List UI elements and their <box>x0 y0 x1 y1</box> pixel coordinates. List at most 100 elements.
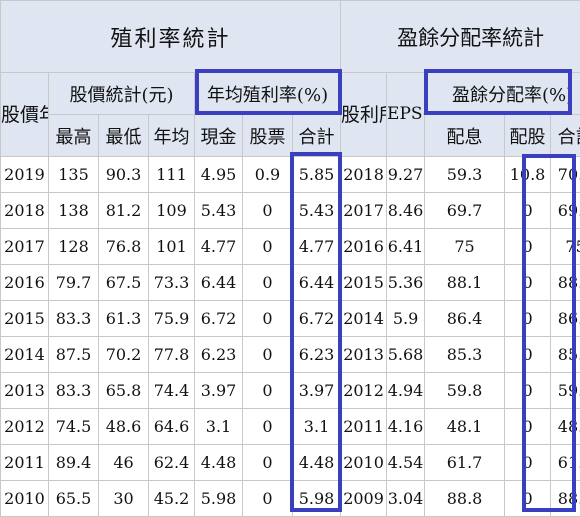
avg-price-cell: 62.4 <box>149 445 195 481</box>
stock-year-cell: 2017 <box>1 229 49 265</box>
avg-price-cell: 75.9 <box>149 301 195 337</box>
cash-payout-cell: 59.3 <box>425 157 505 193</box>
high-price-cell: 65.5 <box>49 481 99 517</box>
dividend-period-cell: 2014 <box>341 301 387 337</box>
cash-payout-cell: 61.7 <box>425 445 505 481</box>
avg-price-cell: 109 <box>149 193 195 229</box>
cash-payout-cell: 88.8 <box>425 481 505 517</box>
low-price-cell: 61.3 <box>99 301 149 337</box>
low-price-cell: 65.8 <box>99 373 149 409</box>
high-price-cell: 83.3 <box>49 373 99 409</box>
eps-cell: 5.9 <box>387 301 425 337</box>
low-price-cell: 46 <box>99 445 149 481</box>
yield-total-cell: 5.85 <box>293 157 341 193</box>
stock-dividend-cell: 0 <box>243 229 293 265</box>
eps-cell: 5.68 <box>387 337 425 373</box>
eps-cell: 8.46 <box>387 193 425 229</box>
eps-cell: 3.04 <box>387 481 425 517</box>
cash-dividend-cell: 6.72 <box>195 301 243 337</box>
yield-total-cell: 3.1 <box>293 409 341 445</box>
dividend-period-cell: 2009 <box>341 481 387 517</box>
cash-payout-cell: 86.4 <box>425 301 505 337</box>
cash-dividend-cell: 4.48 <box>195 445 243 481</box>
payout-total-cell: 86.4 <box>551 301 580 337</box>
payout-section-title: 盈餘分配率統計 <box>341 1 580 73</box>
payout-total-cell: 59.8 <box>551 373 580 409</box>
high-price-cell: 138 <box>49 193 99 229</box>
payout-total-cell: 69.7 <box>551 193 580 229</box>
cash-dividend-cell: 6.23 <box>195 337 243 373</box>
stock-year-cell: 2016 <box>1 265 49 301</box>
dividend-period-cell: 2013 <box>341 337 387 373</box>
avg-price-cell: 73.3 <box>149 265 195 301</box>
payout-total-cell: 61.7 <box>551 445 580 481</box>
col-header-yield-total: 合計 <box>293 115 341 157</box>
dividend-period-cell: 2018 <box>341 157 387 193</box>
col-header-low: 最低 <box>99 115 149 157</box>
cash-dividend-cell: 3.97 <box>195 373 243 409</box>
stock-dividend-cell: 0 <box>243 337 293 373</box>
eps-cell: 9.27 <box>387 157 425 193</box>
payout-total-cell: 88.8 <box>551 481 580 517</box>
yield-total-cell: 5.43 <box>293 193 341 229</box>
payout-total-cell: 88.1 <box>551 265 580 301</box>
yield-total-cell: 4.77 <box>293 229 341 265</box>
avg-price-cell: 74.4 <box>149 373 195 409</box>
cash-dividend-cell: 4.77 <box>195 229 243 265</box>
stock-year-cell: 2010 <box>1 481 49 517</box>
yield-total-cell: 5.98 <box>293 481 341 517</box>
table-row: 201583.361.375.96.7206.7220145.986.4086.… <box>1 301 580 337</box>
high-price-cell: 74.5 <box>49 409 99 445</box>
stock-dividend-cell: 0.9 <box>243 157 293 193</box>
dividend-period-cell: 2011 <box>341 409 387 445</box>
avg-yield-group-header: 年均殖利率(%) <box>195 73 341 115</box>
col-header-stock-payout: 配股 <box>505 115 551 157</box>
low-price-cell: 48.6 <box>99 409 149 445</box>
stock-year-cell: 2011 <box>1 445 49 481</box>
price-stats-group-header: 股價統計(元) <box>49 73 195 115</box>
cash-dividend-cell: 3.1 <box>195 409 243 445</box>
high-price-cell: 135 <box>49 157 99 193</box>
avg-price-cell: 111 <box>149 157 195 193</box>
stock-payout-cell: 0 <box>505 193 551 229</box>
high-price-cell: 128 <box>49 229 99 265</box>
low-price-cell: 76.8 <box>99 229 149 265</box>
stock-dividend-cell: 0 <box>243 409 293 445</box>
col-header-avg: 年均 <box>149 115 195 157</box>
eps-cell: 4.16 <box>387 409 425 445</box>
eps-cell: 4.54 <box>387 445 425 481</box>
eps-cell: 5.36 <box>387 265 425 301</box>
payout-total-cell: 85.3 <box>551 337 580 373</box>
stock-dividend-cell: 0 <box>243 265 293 301</box>
stock-payout-cell: 0 <box>505 373 551 409</box>
yield-total-cell: 3.97 <box>293 373 341 409</box>
low-price-cell: 70.2 <box>99 337 149 373</box>
eps-cell: 6.41 <box>387 229 425 265</box>
eps-header: EPS(元) <box>387 73 425 157</box>
payout-total-cell: 70.1 <box>551 157 580 193</box>
high-price-cell: 83.3 <box>49 301 99 337</box>
dividend-period-cell: 2010 <box>341 445 387 481</box>
cash-payout-cell: 48.1 <box>425 409 505 445</box>
cash-payout-cell: 59.8 <box>425 373 505 409</box>
cash-payout-cell: 75 <box>425 229 505 265</box>
avg-price-cell: 101 <box>149 229 195 265</box>
col-header-payout-total: 合計 <box>551 115 580 157</box>
stock-dividend-cell: 0 <box>243 445 293 481</box>
low-price-cell: 30 <box>99 481 149 517</box>
cash-dividend-cell: 6.44 <box>195 265 243 301</box>
dividend-period-cell: 2016 <box>341 229 387 265</box>
stock-year-cell: 2018 <box>1 193 49 229</box>
col-header-high: 最高 <box>49 115 99 157</box>
low-price-cell: 90.3 <box>99 157 149 193</box>
col-header-stock: 股票 <box>243 115 293 157</box>
high-price-cell: 87.5 <box>49 337 99 373</box>
stock-year-cell: 2019 <box>1 157 49 193</box>
stock-payout-cell: 0 <box>505 229 551 265</box>
